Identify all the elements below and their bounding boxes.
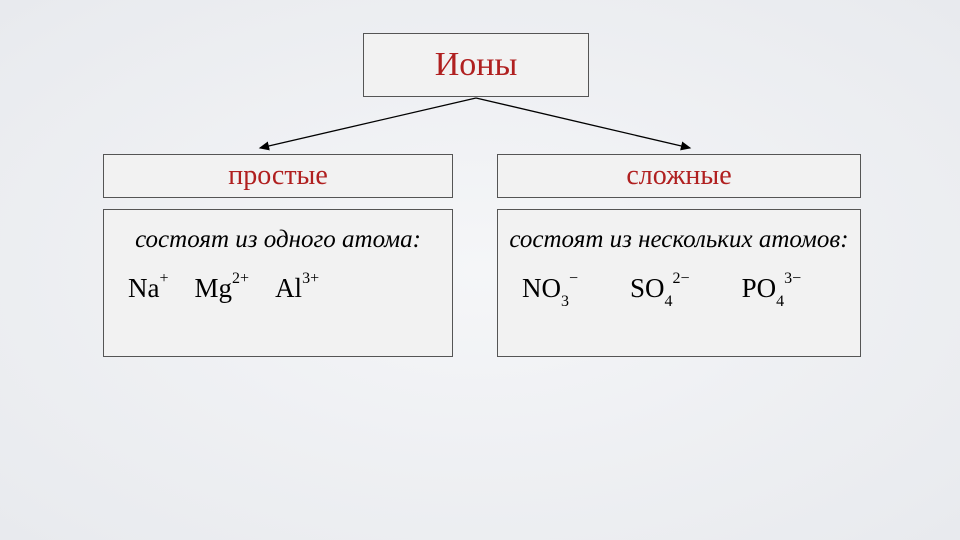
title-text: Ионы: [435, 46, 518, 84]
content-simple-formulas: Na+ Mg2+ Al3+: [114, 273, 442, 304]
arrow-right: [476, 98, 690, 148]
content-complex-box: состоят из нескольких атомов: NO3− SO42− P…: [497, 209, 861, 357]
category-complex-box: сложные: [497, 154, 861, 198]
chemical-formula: SO42−: [630, 273, 690, 308]
category-complex-label: сложные: [626, 160, 731, 192]
chemical-formula: Al3+: [275, 273, 319, 304]
branch-arrows: [180, 96, 780, 156]
content-complex-formulas: NO3− SO42− PO43−: [508, 273, 850, 308]
content-complex-desc: состоят из нескольких атомов:: [509, 224, 848, 255]
title-box: Ионы: [363, 33, 589, 97]
chemical-formula: Na+: [128, 273, 169, 304]
chemical-formula: Mg2+: [195, 273, 250, 304]
category-simple-box: простые: [103, 154, 453, 198]
content-simple-desc: состоят из одного атома:: [135, 224, 421, 255]
chemical-formula: NO3−: [522, 273, 578, 308]
arrow-left: [260, 98, 476, 148]
category-simple-label: простые: [228, 160, 328, 192]
chemical-formula: PO43−: [742, 273, 802, 308]
content-simple-box: состоят из одного атома: Na+ Mg2+ Al3+: [103, 209, 453, 357]
